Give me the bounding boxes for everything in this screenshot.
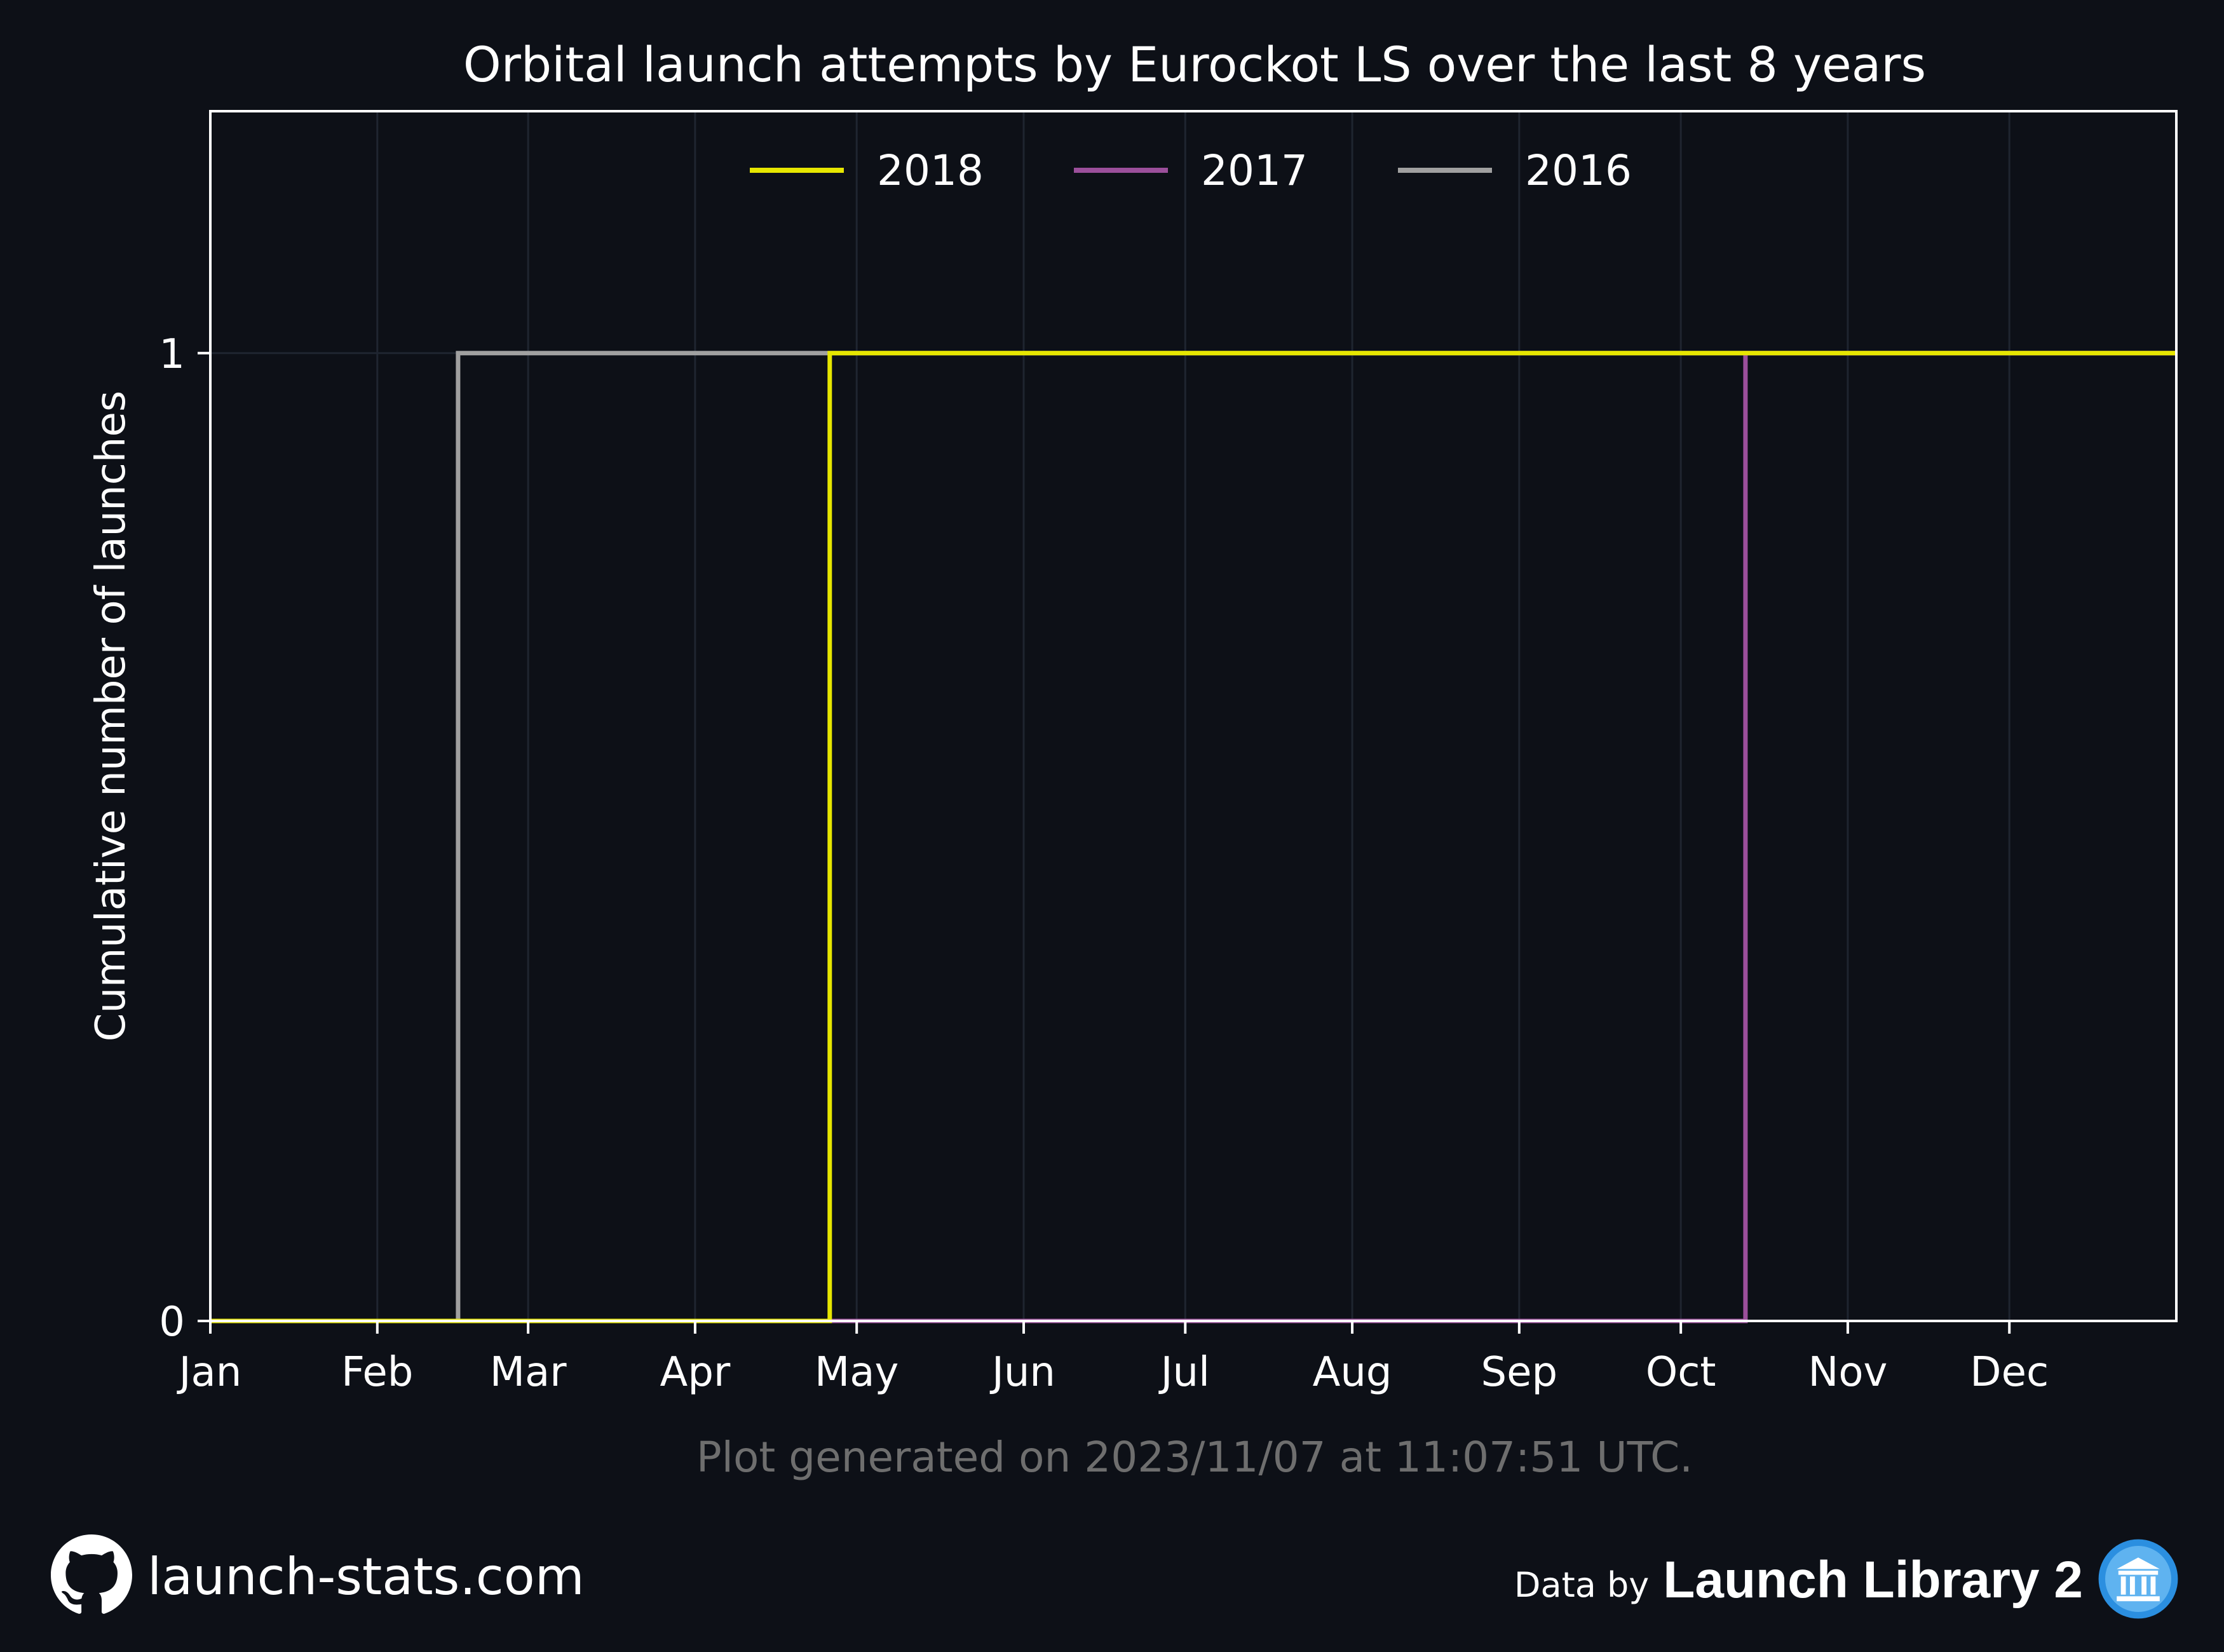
generated-note: Plot generated on 2023/11/07 at 11:07:51… bbox=[696, 1433, 1693, 1482]
x-tick-label: Sep bbox=[1481, 1349, 1558, 1396]
site-name[interactable]: launch-stats.com bbox=[147, 1547, 585, 1606]
x-tick-label: Feb bbox=[341, 1349, 413, 1396]
x-tick-label: Oct bbox=[1646, 1349, 1716, 1396]
x-tick-label: Dec bbox=[1970, 1349, 2049, 1396]
data-credit: Data by Launch Library 2 bbox=[1514, 1538, 2180, 1623]
x-tick-label: Nov bbox=[1808, 1349, 1887, 1396]
chart-title: Orbital launch attempts by Eurockot LS o… bbox=[463, 36, 1926, 93]
data-by-label: Data by bbox=[1514, 1564, 1650, 1605]
github-icon bbox=[51, 1534, 132, 1618]
x-tick-label: Jul bbox=[1158, 1349, 1210, 1396]
legend-label-2017: 2017 bbox=[1201, 146, 1308, 195]
series-line-2016 bbox=[210, 351, 2176, 1324]
x-tick-label: Mar bbox=[490, 1349, 567, 1396]
launch-library-name[interactable]: Launch Library 2 bbox=[1663, 1551, 2083, 1609]
legend-label-2018: 2018 bbox=[877, 146, 984, 195]
launch-library-icon bbox=[2097, 1538, 2180, 1623]
x-tick-label: Jun bbox=[989, 1349, 1055, 1396]
legend: 2018 2017 2016 bbox=[750, 146, 1632, 195]
site-credit: launch-stats.com bbox=[51, 1534, 585, 1618]
legend-label-2016: 2016 bbox=[1525, 146, 1632, 195]
x-tick-label: Aug bbox=[1313, 1349, 1392, 1396]
axis-ticks: Jan Feb Mar Apr May Jun Jul Aug Sep Oct Nov Dec 0 1 bbox=[159, 331, 2049, 1396]
x-tick-label: May bbox=[815, 1349, 898, 1396]
series-line-2018 bbox=[210, 351, 2176, 1324]
y-tick-label: 1 bbox=[159, 331, 185, 378]
x-tick-label: Jan bbox=[177, 1349, 242, 1396]
x-tick-label: Apr bbox=[660, 1349, 731, 1396]
series-lines bbox=[210, 351, 2176, 1324]
plot-area-frame bbox=[209, 110, 2178, 1322]
series-line-2017 bbox=[210, 351, 2176, 1324]
y-tick-label: 0 bbox=[159, 1299, 185, 1346]
gridlines bbox=[209, 111, 2176, 1322]
y-axis-label: Cumulative number of launches bbox=[88, 391, 135, 1041]
